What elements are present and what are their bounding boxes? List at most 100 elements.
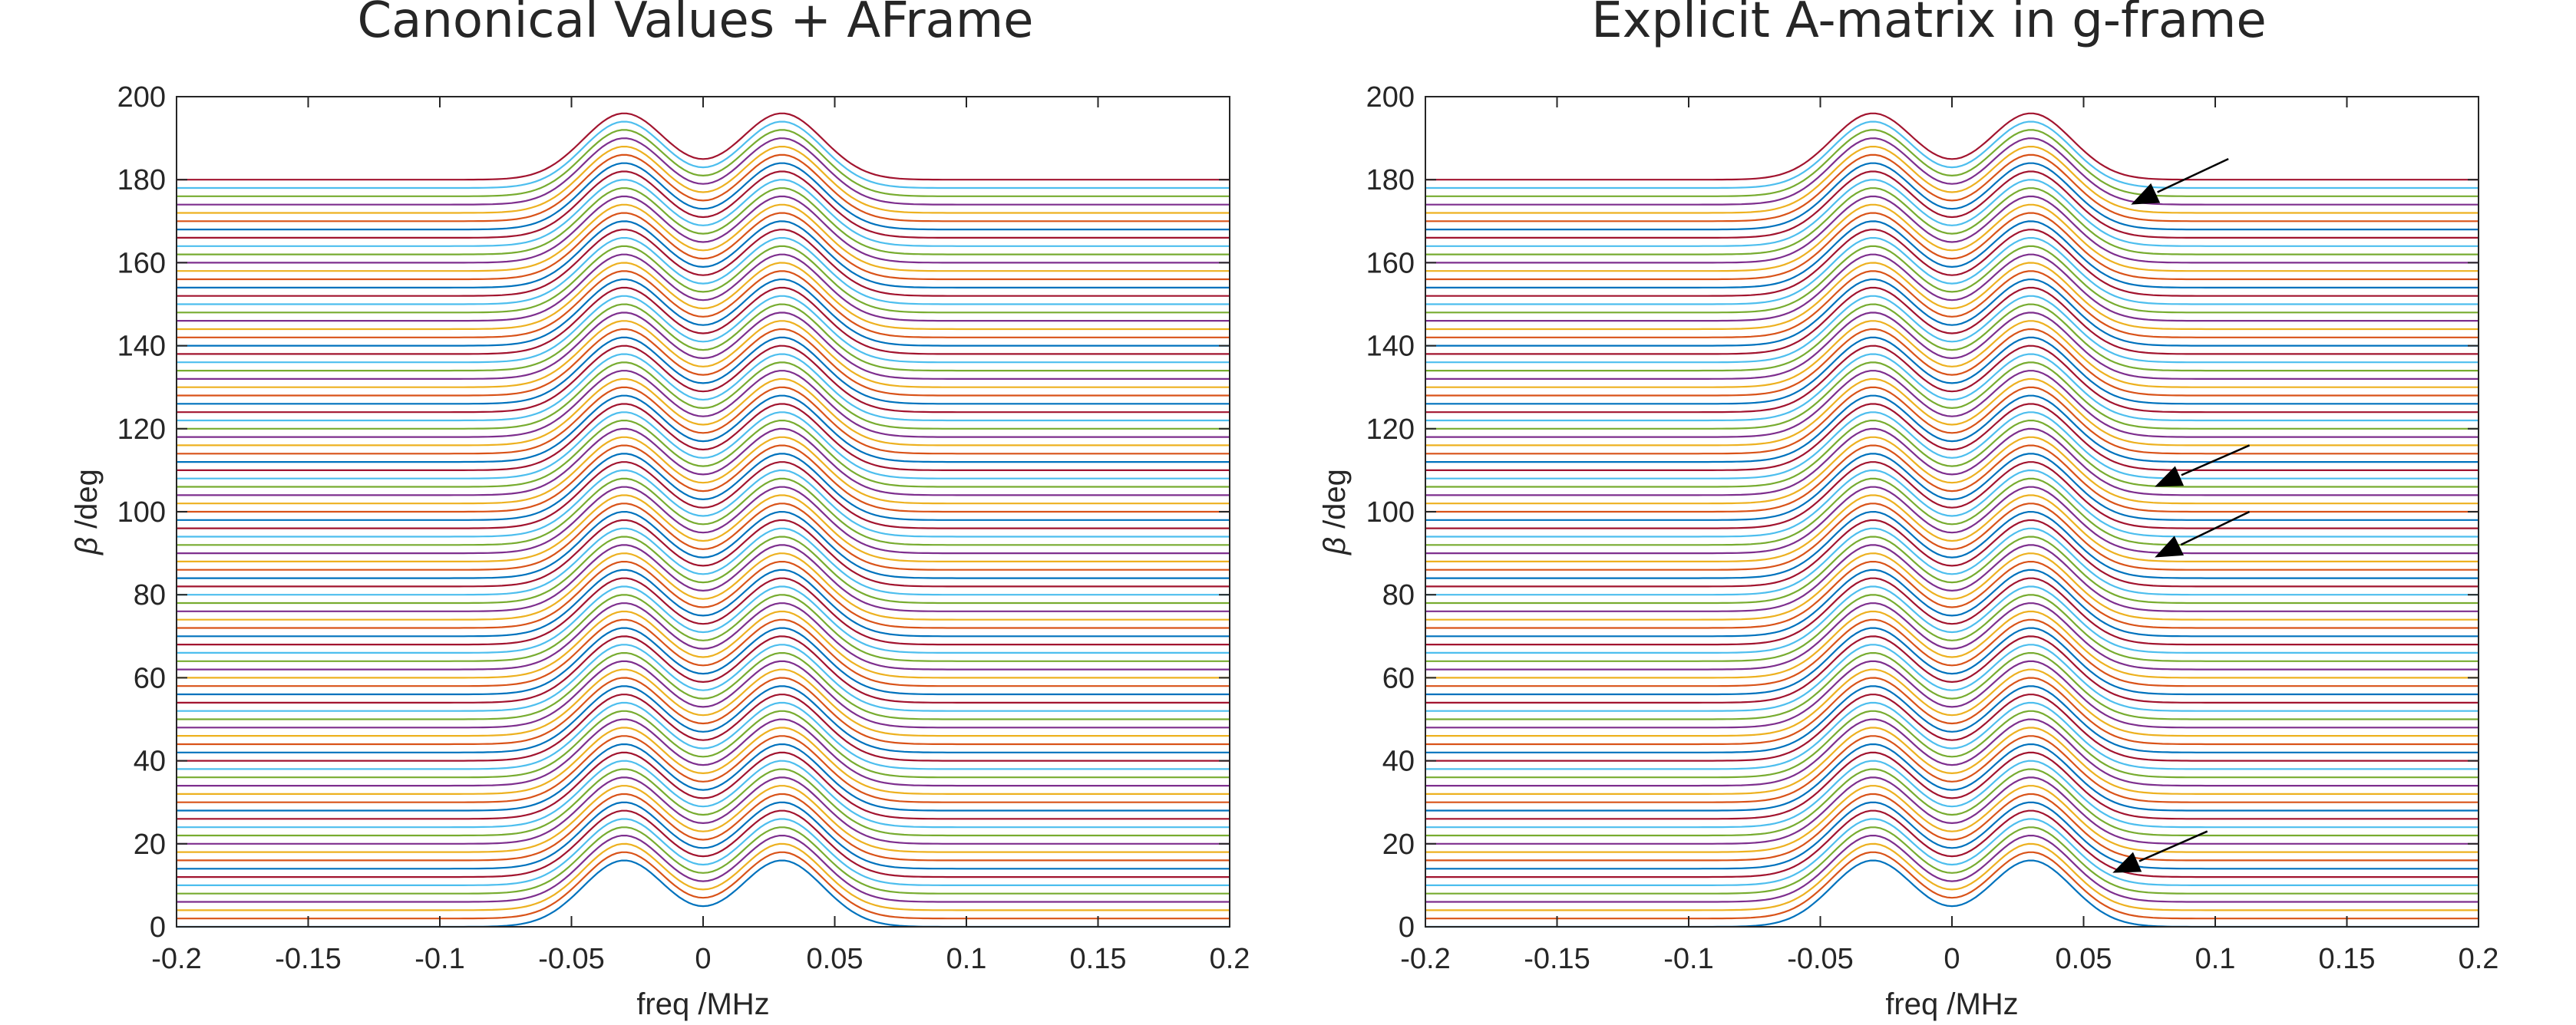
left-y-tick-label: 200 xyxy=(117,81,166,114)
right-trace xyxy=(1425,552,2479,621)
right-trace xyxy=(1425,503,2479,571)
left-x-tick-label: 0.1 xyxy=(946,943,987,975)
right-trace xyxy=(1425,328,2479,397)
right-trace xyxy=(1425,627,2479,696)
left-trace xyxy=(177,494,1230,562)
right-y-axis-label: β /deg xyxy=(1318,469,1352,555)
right-trace xyxy=(1425,818,2479,886)
left-trace xyxy=(177,544,1230,612)
right-trace xyxy=(1425,644,2479,712)
right-trace xyxy=(1425,577,2479,646)
left-trace xyxy=(177,146,1230,214)
left-traces xyxy=(177,112,1230,928)
right-trace xyxy=(1425,569,2479,638)
left-trace xyxy=(177,809,1230,878)
left-trace xyxy=(177,577,1230,646)
right-trace xyxy=(1425,809,2479,878)
left-trace xyxy=(177,552,1230,621)
right-trace xyxy=(1425,153,2479,222)
right-trace xyxy=(1425,229,2479,297)
right-trace xyxy=(1425,727,2479,795)
right-x-tick-label: -0.1 xyxy=(1663,943,1713,975)
left-trace xyxy=(177,253,1230,322)
right-y-tick-label: 0 xyxy=(1399,911,1415,944)
right-trace xyxy=(1425,477,2479,546)
right-trace xyxy=(1425,403,2479,471)
left-trace xyxy=(177,303,1230,372)
right-trace xyxy=(1425,602,2479,671)
right-trace xyxy=(1425,311,2479,380)
left-trace xyxy=(177,170,1230,239)
right-trace xyxy=(1425,793,2479,862)
right-trace xyxy=(1425,544,2479,612)
left-trace xyxy=(177,801,1230,870)
left-trace xyxy=(177,344,1230,414)
right-y-ticks: 0 20 40 60 80 100 120 140 160 180 200 xyxy=(1366,81,2479,944)
left-x-axis-label: freq /MHz xyxy=(636,987,769,1021)
left-trace xyxy=(177,694,1230,762)
right-trace xyxy=(1425,170,2479,239)
right-trace xyxy=(1425,701,2479,770)
right-trace xyxy=(1425,286,2479,355)
right-chart: Explicit A-matrix in g-frame -0.2 -0.15 -0… xyxy=(1318,0,2498,1021)
right-trace xyxy=(1425,427,2479,496)
left-x-ticks: -0.2 -0.15 -0.1 -0.05 0 0.05 0.1 0.15 0.2 xyxy=(151,97,1250,975)
left-trace xyxy=(177,685,1230,753)
left-trace xyxy=(177,818,1230,886)
right-plot-area: -0.2 -0.15 -0.1 -0.05 0 0.05 0.1 0.15 0.2 0 20 40 6… xyxy=(1366,81,2499,975)
right-y-tick-label: 160 xyxy=(1366,247,1415,279)
right-trace xyxy=(1425,361,2479,430)
left-trace xyxy=(177,120,1230,190)
left-trace xyxy=(177,328,1230,397)
right-trace xyxy=(1425,394,2479,463)
right-y-tick-label: 40 xyxy=(1382,746,1415,778)
right-trace xyxy=(1425,768,2479,837)
right-trace xyxy=(1425,137,2479,206)
left-trace xyxy=(177,536,1230,605)
right-trace xyxy=(1425,129,2479,197)
right-trace xyxy=(1425,386,2479,455)
left-trace xyxy=(177,842,1230,911)
left-x-tick-label: 0.05 xyxy=(807,943,864,975)
right-trace xyxy=(1425,760,2479,829)
left-trace xyxy=(177,618,1230,687)
left-trace xyxy=(177,286,1230,355)
right-trace xyxy=(1425,718,2479,787)
left-y-axis-unit: /deg xyxy=(70,469,104,537)
right-x-tick-label: 0.05 xyxy=(2056,943,2112,975)
right-trace xyxy=(1425,370,2479,438)
left-trace xyxy=(177,594,1230,662)
left-trace xyxy=(177,652,1230,720)
left-trace xyxy=(177,403,1230,471)
left-trace xyxy=(177,311,1230,380)
right-trace xyxy=(1425,618,2479,687)
right-trace xyxy=(1425,677,2479,746)
left-trace xyxy=(177,420,1230,488)
right-x-tick-label: -0.05 xyxy=(1787,943,1854,975)
left-trace xyxy=(177,444,1230,513)
right-trace xyxy=(1425,237,2479,305)
right-trace xyxy=(1425,336,2479,405)
left-y-tick-label: 160 xyxy=(117,247,166,279)
left-chart: Canonical Values + AFrame -0.2 -0.15 -0.1-… xyxy=(70,0,1250,1021)
right-trace xyxy=(1425,469,2479,538)
right-trace xyxy=(1425,303,2479,372)
left-chart-title: Canonical Values + AFrame xyxy=(357,0,1033,49)
right-trace xyxy=(1425,694,2479,762)
left-trace xyxy=(177,727,1230,795)
left-y-tick-label: 80 xyxy=(134,579,166,611)
left-trace xyxy=(177,610,1230,679)
left-trace xyxy=(177,585,1230,654)
right-trace xyxy=(1425,187,2479,255)
right-trace xyxy=(1425,842,2479,911)
left-trace xyxy=(177,701,1230,770)
right-trace xyxy=(1425,735,2479,803)
left-trace xyxy=(177,668,1230,737)
left-trace xyxy=(177,162,1230,231)
right-y-axis-unit: /deg xyxy=(1318,469,1352,537)
right-trace xyxy=(1425,453,2479,521)
left-trace xyxy=(177,561,1230,629)
left-trace xyxy=(177,710,1230,779)
left-trace xyxy=(177,461,1230,529)
left-x-tick-label: -0.1 xyxy=(414,943,464,975)
